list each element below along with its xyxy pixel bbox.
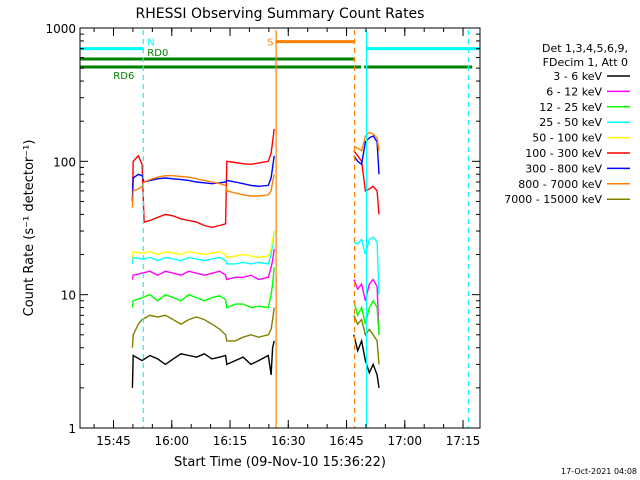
legend-header-0: Det 1,3,4,5,6,9, <box>542 42 628 55</box>
series-line-6-12-kev-1 <box>353 278 380 335</box>
series-line-100-300-kev-0 <box>131 128 275 229</box>
legend-header-1: FDecim 1, Att 0 <box>543 56 628 69</box>
x-tick-label-16-45: 16:45 <box>329 434 364 448</box>
x-tick-label-15-45: 15:45 <box>96 434 131 448</box>
y-axis-label: Count Rate (s⁻¹ detector⁻¹) <box>22 140 37 317</box>
legend-label-12-25-kev: 12 - 25 keV <box>539 101 602 114</box>
series-line-100-300-kev-1 <box>353 150 380 215</box>
x-axis-label: Start Time (09-Nov-10 15:36:22) <box>174 455 386 470</box>
series-line-6-12-kev-0 <box>131 248 275 281</box>
legend: Det 1,3,4,5,6,9,FDecim 1, Att 03 - 6 keV… <box>504 42 630 206</box>
series-layer <box>131 128 380 389</box>
legend-label-7000-15000-kev: 7000 - 15000 keV <box>504 193 602 206</box>
vline-layer <box>142 30 469 428</box>
y-tick-label-1: 1 <box>68 422 76 436</box>
legend-label-25-50-kev: 25 - 50 keV <box>539 116 602 129</box>
x-tick-label-16-15: 16:15 <box>213 434 248 448</box>
series-line-25-50-kev-1 <box>353 236 380 295</box>
annotation-label-rd6: RD6 <box>113 71 134 82</box>
x-tick-label-17-00: 17:00 <box>387 434 422 448</box>
series-line-12-25-kev-0 <box>131 267 275 309</box>
y-tick-label-10: 10 <box>61 289 76 303</box>
series-line-7000-15000-kev-1 <box>353 315 380 365</box>
legend-label-50-100-kev: 50 - 100 keV <box>532 132 602 145</box>
y-tick-label-100: 100 <box>53 155 76 169</box>
footer-timestamp: 17-Oct-2021 04:08 <box>561 467 637 476</box>
annotation-label-s: S <box>267 38 273 49</box>
x-tick-label-16-00: 16:00 <box>154 434 189 448</box>
annotation-label-rd0: RD0 <box>147 48 168 59</box>
legend-label-800-7000-kev: 800 - 7000 keV <box>518 178 602 191</box>
series-line-800-7000-kev-0 <box>131 174 275 208</box>
axis-layer: 15:45 16:00 16:15 16:30 16:45 17:00 17:15 1 10 10… <box>45 22 480 448</box>
series-line-50-100-kev-0 <box>131 230 275 259</box>
series-line-3-6-kev-1 <box>353 334 380 389</box>
x-tick-label-16-30: 16:30 <box>271 434 306 448</box>
legend-label-300-800-kev: 300 - 800 keV <box>525 162 602 175</box>
legend-label-100-300-kev: 100 - 300 keV <box>525 147 602 160</box>
series-line-12-25-kev-1 <box>353 299 380 335</box>
y-tick-label-1000: 1000 <box>45 22 76 36</box>
legend-label-3-6-kev: 3 - 6 keV <box>553 70 602 83</box>
annotation-label-n: N <box>147 38 154 49</box>
series-line-7000-15000-kev-0 <box>131 307 275 348</box>
rd6-gap <box>361 63 365 70</box>
plot-frame <box>79 27 481 429</box>
x-tick-label-17-15: 17:15 <box>446 434 481 448</box>
legend-label-6-12-kev: 6 - 12 keV <box>546 85 602 98</box>
series-line-25-50-kev-0 <box>131 231 275 265</box>
series-line-800-7000-kev-1 <box>353 131 380 152</box>
series-line-300-800-kev-1 <box>353 135 380 175</box>
chart-title: RHESSI Observing Summary Count Rates <box>136 6 425 22</box>
series-line-3-6-kev-0 <box>131 340 275 388</box>
